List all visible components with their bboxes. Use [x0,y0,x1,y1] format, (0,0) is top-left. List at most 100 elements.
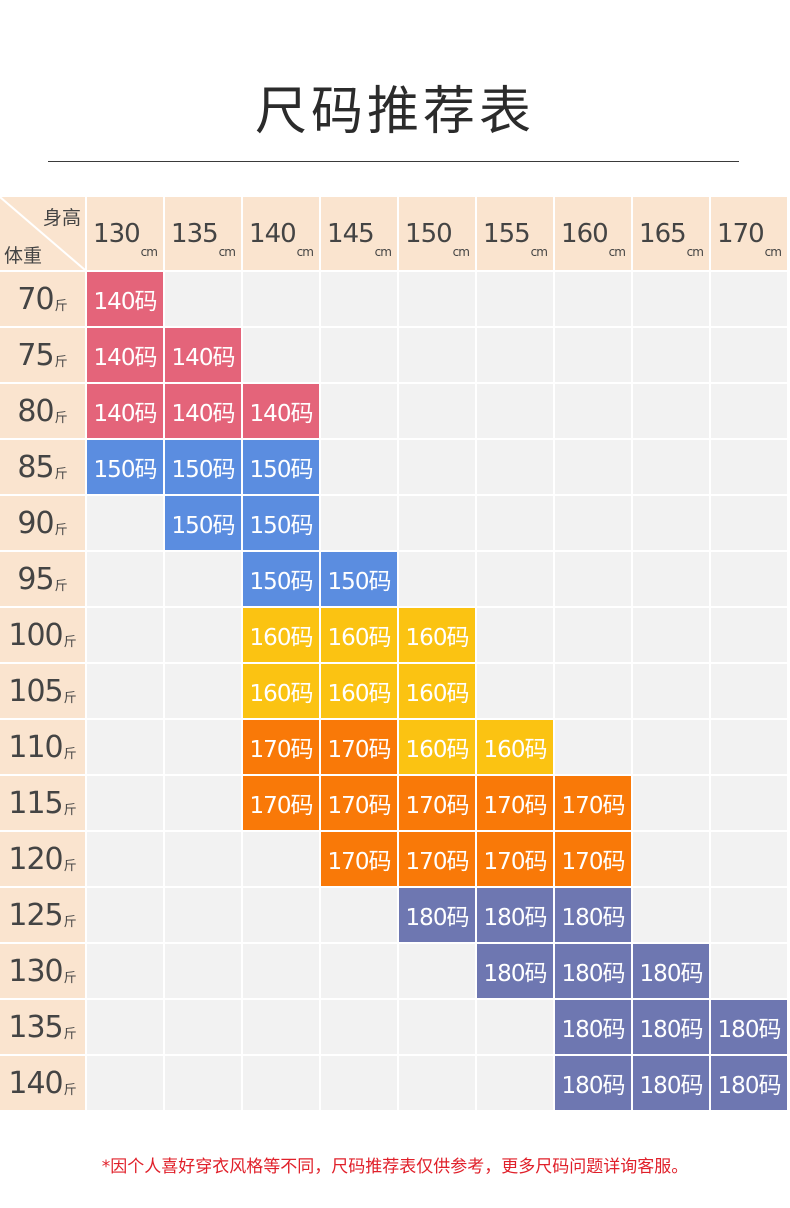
diagonal-divider [0,197,85,270]
table-row: 105 斤 160码 160码 160码 [0,664,787,718]
size-cell: 170码 [555,776,631,830]
weight-unit: 斤 [63,691,77,706]
empty-cell [633,272,709,326]
height-header-140: 140 cm [243,197,319,270]
empty-cell [321,944,397,998]
weight-value: 125 [8,897,63,933]
empty-cell [87,944,163,998]
size-cell: 150码 [165,496,241,550]
weight-header-80: 80 斤 [0,384,85,438]
empty-cell [633,328,709,382]
empty-cell [399,1000,475,1054]
empty-cell [321,272,397,326]
empty-cell [555,608,631,662]
size-cell: 150码 [243,496,319,550]
weight-unit: 斤 [54,523,68,538]
empty-cell [555,496,631,550]
empty-cell [633,440,709,494]
size-cell: 140码 [165,328,241,382]
weight-header-140: 140 斤 [0,1056,85,1110]
weight-unit: 斤 [54,579,68,594]
empty-cell [321,1056,397,1110]
page-title: 尺码推荐表 [254,82,535,142]
size-cell: 150码 [243,552,319,606]
empty-cell [87,832,163,886]
empty-cell [399,944,475,998]
empty-cell [711,552,787,606]
table-row: 95 斤 150码 150码 [0,552,787,606]
table-row: 120 斤 170码 170码 170码 170码 [0,832,787,886]
size-cell: 170码 [477,832,553,886]
size-cell: 160码 [477,720,553,774]
empty-cell [477,608,553,662]
empty-cell [87,1056,163,1110]
table-row: 125 斤 180码 180码 180码 [0,888,787,942]
weight-unit: 斤 [54,411,68,426]
size-cell: 170码 [399,776,475,830]
empty-cell [165,1056,241,1110]
empty-cell [87,664,163,718]
size-cell: 160码 [243,608,319,662]
empty-cell [555,440,631,494]
empty-cell [711,272,787,326]
height-unit: cm [218,245,236,259]
size-cell: 140码 [87,384,163,438]
empty-cell [711,440,787,494]
empty-cell [87,552,163,606]
size-cell: 170码 [321,720,397,774]
empty-cell [477,440,553,494]
table-row: 75 斤 140码 140码 [0,328,787,382]
empty-cell [321,888,397,942]
empty-cell [399,1056,475,1110]
empty-cell [555,384,631,438]
size-cell: 180码 [633,1000,709,1054]
weight-unit: 斤 [63,635,77,650]
height-header-135: 135 cm [165,197,241,270]
weight-value: 130 [8,953,63,989]
empty-cell [711,832,787,886]
height-value: 155 [483,218,531,249]
size-table: 身高 体重 130 cm 135 cm 140 cm 145 cm 150 cm 155 cm 160 c… [0,197,787,1112]
weight-value: 110 [8,729,63,765]
weight-value: 75 [17,337,54,373]
corner-cell: 身高 体重 [0,197,85,270]
height-unit: cm [686,245,704,259]
height-value: 130 [93,218,141,249]
empty-cell [165,832,241,886]
weight-header-115: 115 斤 [0,776,85,830]
empty-cell [711,664,787,718]
table-row: 110 斤 170码 170码 160码 160码 [0,720,787,774]
size-cell: 180码 [399,888,475,942]
weight-header-75: 75 斤 [0,328,85,382]
empty-cell [87,1000,163,1054]
empty-cell [87,776,163,830]
empty-cell [477,496,553,550]
weight-value: 90 [17,505,54,541]
empty-cell [87,608,163,662]
empty-cell [633,888,709,942]
weight-unit: 斤 [63,747,77,762]
size-cell: 140码 [87,328,163,382]
title-divider [48,161,739,162]
size-cell: 180码 [477,944,553,998]
weight-value: 115 [8,785,63,821]
height-value: 135 [171,218,219,249]
empty-cell [165,944,241,998]
empty-cell [399,552,475,606]
empty-cell [243,944,319,998]
empty-cell [633,496,709,550]
height-value: 140 [249,218,297,249]
height-unit: cm [608,245,626,259]
size-cell: 170码 [555,832,631,886]
size-cell: 170码 [243,776,319,830]
empty-cell [477,1056,553,1110]
empty-cell [711,608,787,662]
weight-value: 120 [8,841,63,877]
height-axis-label: 身高 [42,207,81,229]
empty-cell [165,664,241,718]
empty-cell [633,720,709,774]
weight-value: 95 [17,561,54,597]
height-value: 170 [717,218,765,249]
weight-unit: 斤 [63,1083,77,1098]
empty-cell [555,664,631,718]
